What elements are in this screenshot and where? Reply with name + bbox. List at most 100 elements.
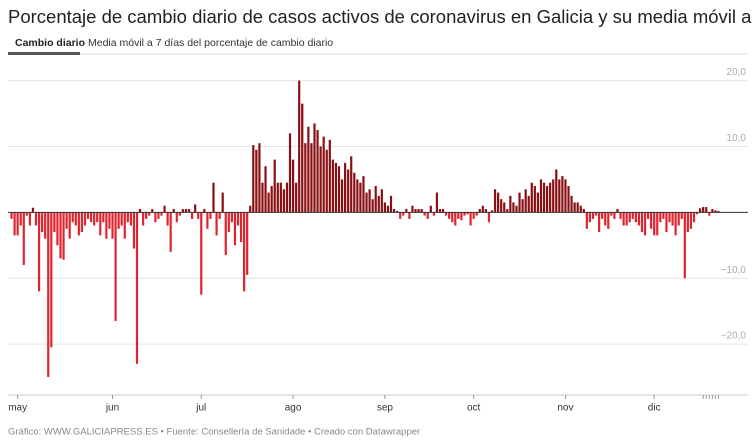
bar bbox=[350, 156, 353, 213]
bar bbox=[616, 209, 619, 213]
bar bbox=[71, 212, 74, 223]
bar bbox=[13, 212, 16, 236]
bar bbox=[184, 209, 188, 213]
bar bbox=[558, 179, 561, 213]
bar bbox=[255, 149, 258, 213]
bar bbox=[539, 179, 543, 213]
y-tick-label: −10,0 bbox=[721, 265, 747, 276]
bar bbox=[438, 209, 442, 213]
bar bbox=[692, 212, 696, 223]
bar bbox=[197, 212, 200, 219]
bar bbox=[123, 212, 126, 239]
bar bbox=[145, 212, 148, 219]
bar bbox=[148, 212, 151, 216]
bar bbox=[347, 169, 350, 213]
bar bbox=[699, 208, 702, 213]
bar bbox=[435, 192, 439, 213]
bar bbox=[19, 212, 22, 226]
bar bbox=[677, 212, 680, 226]
bar bbox=[334, 162, 338, 213]
bar bbox=[619, 212, 622, 219]
bar bbox=[573, 202, 576, 213]
bar bbox=[215, 212, 218, 236]
bar bbox=[34, 212, 38, 226]
bar bbox=[362, 176, 365, 213]
bar bbox=[695, 212, 699, 215]
bar bbox=[203, 209, 206, 213]
bar bbox=[325, 149, 328, 213]
bar bbox=[169, 212, 172, 252]
bar bbox=[313, 123, 316, 213]
bar bbox=[99, 212, 102, 236]
bar bbox=[126, 212, 129, 223]
bar bbox=[227, 212, 230, 233]
bar bbox=[89, 212, 93, 223]
bar bbox=[359, 182, 362, 213]
bar bbox=[22, 212, 25, 266]
bar bbox=[285, 182, 289, 213]
bar bbox=[579, 205, 582, 213]
bar bbox=[411, 205, 414, 213]
y-tick-label: 10,0 bbox=[727, 133, 747, 144]
bar bbox=[689, 212, 693, 229]
bar bbox=[344, 162, 347, 213]
bar bbox=[129, 212, 132, 226]
bar bbox=[111, 212, 114, 239]
bar bbox=[389, 195, 393, 213]
bar bbox=[310, 143, 313, 213]
tab[interactable]: Cambio diario bbox=[15, 37, 85, 49]
bar bbox=[601, 212, 604, 219]
bar bbox=[656, 212, 659, 236]
bar bbox=[96, 212, 99, 223]
bar bbox=[105, 212, 108, 239]
bar bbox=[246, 212, 249, 275]
bar bbox=[610, 212, 613, 216]
bar bbox=[276, 182, 279, 213]
bar bbox=[316, 129, 319, 213]
tab[interactable]: Media móvil a 7 días del porcentaje de c… bbox=[88, 37, 333, 49]
bar bbox=[545, 185, 549, 213]
bar bbox=[138, 209, 142, 213]
bar bbox=[500, 199, 503, 213]
bar bbox=[65, 212, 68, 229]
bar bbox=[524, 189, 527, 213]
bar bbox=[270, 185, 273, 213]
bar bbox=[151, 209, 154, 213]
bar bbox=[172, 209, 175, 213]
bar bbox=[561, 176, 564, 213]
bar bbox=[68, 212, 71, 239]
footer: Gráfico: WWW.GALICIAPRESS.ES • Fuente: C… bbox=[8, 427, 420, 438]
bar bbox=[570, 195, 573, 213]
bar bbox=[160, 212, 163, 216]
bar bbox=[114, 212, 117, 322]
bar bbox=[643, 212, 647, 236]
bar bbox=[405, 209, 408, 213]
bar bbox=[457, 212, 460, 219]
bar bbox=[93, 212, 96, 226]
bar bbox=[487, 212, 491, 223]
bar bbox=[714, 210, 717, 213]
bar bbox=[448, 212, 451, 219]
bar bbox=[181, 209, 185, 213]
bar bbox=[659, 212, 662, 223]
bar bbox=[102, 212, 105, 223]
bar bbox=[25, 212, 28, 216]
bar bbox=[62, 212, 65, 260]
bar bbox=[288, 133, 292, 213]
bar bbox=[396, 211, 399, 213]
bar bbox=[230, 212, 233, 223]
bar bbox=[218, 212, 221, 219]
bar bbox=[622, 212, 625, 226]
bar bbox=[53, 212, 56, 233]
bar bbox=[414, 209, 417, 213]
bar bbox=[356, 179, 359, 213]
bar bbox=[353, 172, 356, 213]
bar bbox=[493, 189, 497, 213]
bar bbox=[340, 179, 344, 213]
bar bbox=[420, 209, 423, 213]
bar bbox=[304, 143, 307, 213]
bar bbox=[212, 182, 215, 213]
bar bbox=[166, 212, 169, 226]
bar bbox=[154, 212, 157, 223]
bar bbox=[194, 204, 197, 213]
